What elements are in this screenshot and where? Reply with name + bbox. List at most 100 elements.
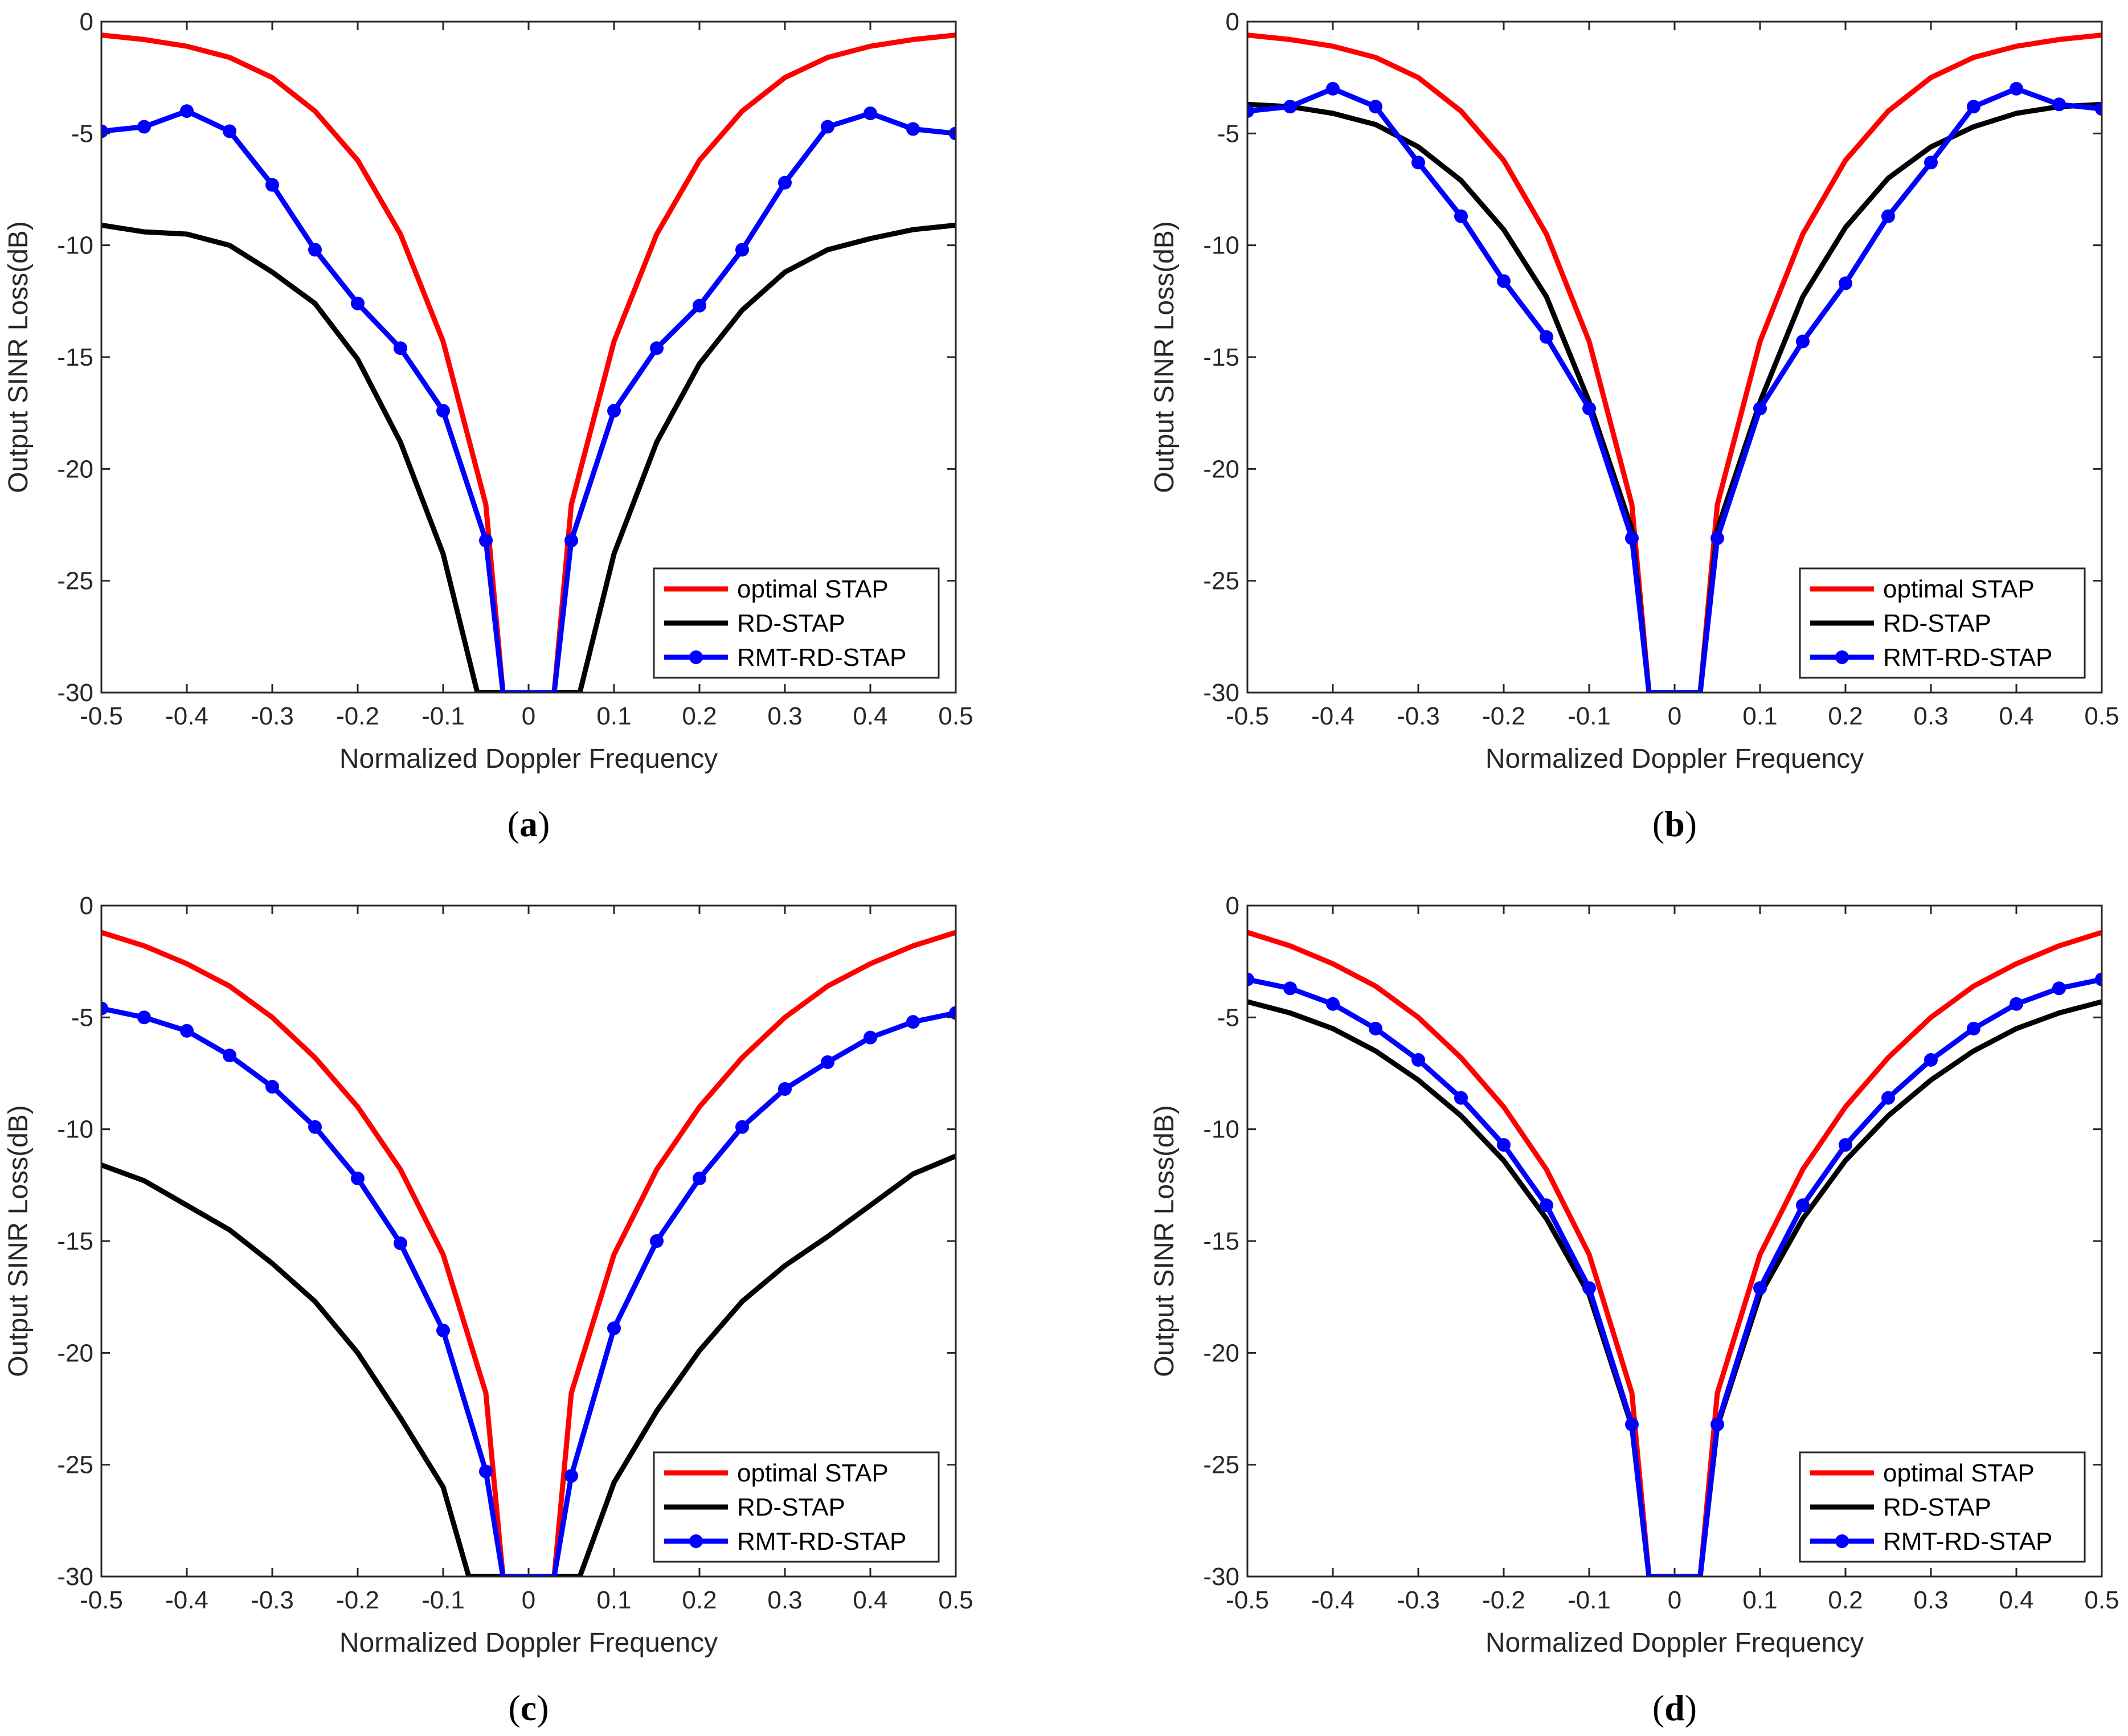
y-tick-label: -25	[57, 1451, 93, 1479]
panel-caption: (a)	[508, 804, 550, 844]
x-tick-label: 0.3	[767, 702, 802, 730]
y-axis-label: Output SINR Loss(dB)	[3, 221, 34, 493]
caption-letter: a	[519, 804, 538, 844]
data-point-rmt	[1625, 531, 1639, 546]
data-point-rmt	[2095, 102, 2102, 116]
plot-area	[1247, 32, 2102, 693]
y-tick-label: 0	[80, 892, 93, 920]
legend-marker-rmt	[1835, 1534, 1849, 1548]
x-tick-label: -0.2	[1482, 1586, 1525, 1614]
x-tick-label: -0.5	[1226, 702, 1269, 730]
caption-open-paren: (	[1652, 1688, 1664, 1728]
x-axis-label: Normalized Doppler Frequency	[1485, 744, 1864, 774]
x-tick-label: -0.4	[1311, 702, 1354, 730]
series-line-optimal	[1247, 32, 2102, 693]
x-tick-label: -0.4	[165, 1586, 208, 1614]
x-tick-label: 0.4	[1999, 1586, 2033, 1614]
data-point-rmt	[1540, 1198, 1553, 1213]
data-point-rmt	[864, 106, 877, 120]
data-point-rmt	[778, 175, 792, 190]
data-point-rmt	[1967, 100, 1980, 114]
x-tick-label: 0	[522, 702, 535, 730]
y-tick-label: -20	[57, 1339, 93, 1367]
caption-close-paren: )	[1685, 804, 1697, 844]
x-axis-label: Normalized Doppler Frequency	[339, 744, 718, 774]
data-point-rmt	[308, 243, 322, 257]
data-point-rmt	[821, 1055, 834, 1069]
y-tick-label: -25	[1203, 1451, 1239, 1479]
series-line-rd	[1247, 999, 2102, 1577]
chart-panel-b: -0.5 -0.4 -0.3 -0.2 -0.1 0 0.1 0.2 0.3 0.4 0.5 0 -5 -…	[1149, 8, 2119, 844]
y-tick-label: -5	[71, 1004, 93, 1031]
x-tick-label: 0	[522, 1586, 535, 1614]
data-point-rmt	[650, 1234, 664, 1248]
x-tick-label: 0.1	[1742, 1586, 1777, 1614]
x-tick-label: -0.3	[1397, 702, 1440, 730]
y-tick-label: -15	[57, 1227, 93, 1255]
x-tick-label: 0.1	[1742, 702, 1777, 730]
data-point-rmt	[265, 178, 279, 192]
x-tick-label: -0.2	[1482, 702, 1525, 730]
caption-close-paren: )	[1685, 1688, 1697, 1728]
series-line-rmt	[1247, 86, 2102, 693]
series-line-optimal	[101, 930, 956, 1577]
data-point-rmt	[607, 404, 621, 418]
x-tick-label: 0.5	[2084, 1586, 2119, 1614]
x-tick-label: -0.4	[165, 702, 208, 730]
y-tick-label: -10	[57, 1116, 93, 1144]
data-point-rmt	[137, 1010, 151, 1025]
y-axis-label: Output SINR Loss(dB)	[1149, 1105, 1180, 1377]
series-line-rmt	[101, 108, 956, 693]
legend-marker-rmt	[1835, 650, 1849, 664]
x-tick-label: -0.1	[1568, 1586, 1611, 1614]
legend-label-rd: RD-STAP	[1883, 1493, 1991, 1521]
legend-label-optimal: optimal STAP	[737, 1459, 889, 1487]
data-point-rmt	[351, 1172, 365, 1186]
data-point-rmt	[1369, 100, 1382, 114]
panel-caption: (c)	[508, 1688, 549, 1728]
data-point-rmt	[1497, 274, 1511, 288]
data-point-rmt	[180, 104, 194, 118]
data-point-rmt	[1796, 334, 1810, 349]
y-tick-label: -25	[57, 567, 93, 595]
y-tick-label: -15	[57, 343, 93, 371]
series-line-rd	[101, 1153, 956, 1577]
data-point-rmt	[2095, 972, 2102, 986]
data-point-rmt	[1582, 402, 1596, 416]
x-tick-label: 0.3	[1913, 1586, 1948, 1614]
y-tick-label: -30	[1203, 679, 1239, 707]
y-tick-label: -30	[1203, 1563, 1239, 1591]
y-tick-label: -5	[71, 120, 93, 148]
x-tick-label: -0.3	[1397, 1586, 1440, 1614]
x-tick-label: -0.1	[421, 1586, 465, 1614]
legend-label-optimal: optimal STAP	[1883, 1459, 2035, 1487]
data-point-rmt	[821, 120, 834, 134]
caption-letter: b	[1664, 804, 1685, 844]
x-tick-label: -0.4	[1311, 1586, 1354, 1614]
x-tick-label: -0.3	[251, 1586, 294, 1614]
series-line-optimal	[1247, 930, 2102, 1577]
y-tick-label: -15	[1203, 343, 1239, 371]
data-point-rmt	[693, 1172, 706, 1186]
x-tick-label: 0.5	[938, 1586, 973, 1614]
data-point-rmt	[1924, 1053, 1938, 1067]
data-point-rmt	[1283, 100, 1297, 114]
data-point-rmt	[1540, 330, 1553, 344]
series-line-optimal	[101, 32, 956, 693]
data-point-rmt	[351, 296, 365, 310]
x-tick-label: -0.3	[251, 702, 294, 730]
data-point-rmt	[101, 1001, 108, 1016]
data-point-rmt	[906, 122, 920, 136]
y-tick-label: 0	[1226, 892, 1239, 920]
x-tick-label: 0.5	[938, 702, 973, 730]
chart-panel-c: -0.5 -0.4 -0.3 -0.2 -0.1 0 0.1 0.2 0.3 0.4 0.5 0 -5 -…	[3, 892, 973, 1728]
data-point-rmt	[436, 1324, 450, 1338]
y-tick-label: -30	[57, 679, 93, 707]
data-point-rmt	[2052, 981, 2066, 996]
data-point-rmt	[1369, 1021, 1382, 1035]
x-tick-label: 0.2	[682, 1586, 717, 1614]
data-point-rmt	[1839, 276, 1852, 290]
legend-label-rmt: RMT-RD-STAP	[1883, 644, 2052, 672]
x-tick-label: -0.2	[336, 1586, 379, 1614]
x-tick-label: -0.2	[336, 702, 379, 730]
